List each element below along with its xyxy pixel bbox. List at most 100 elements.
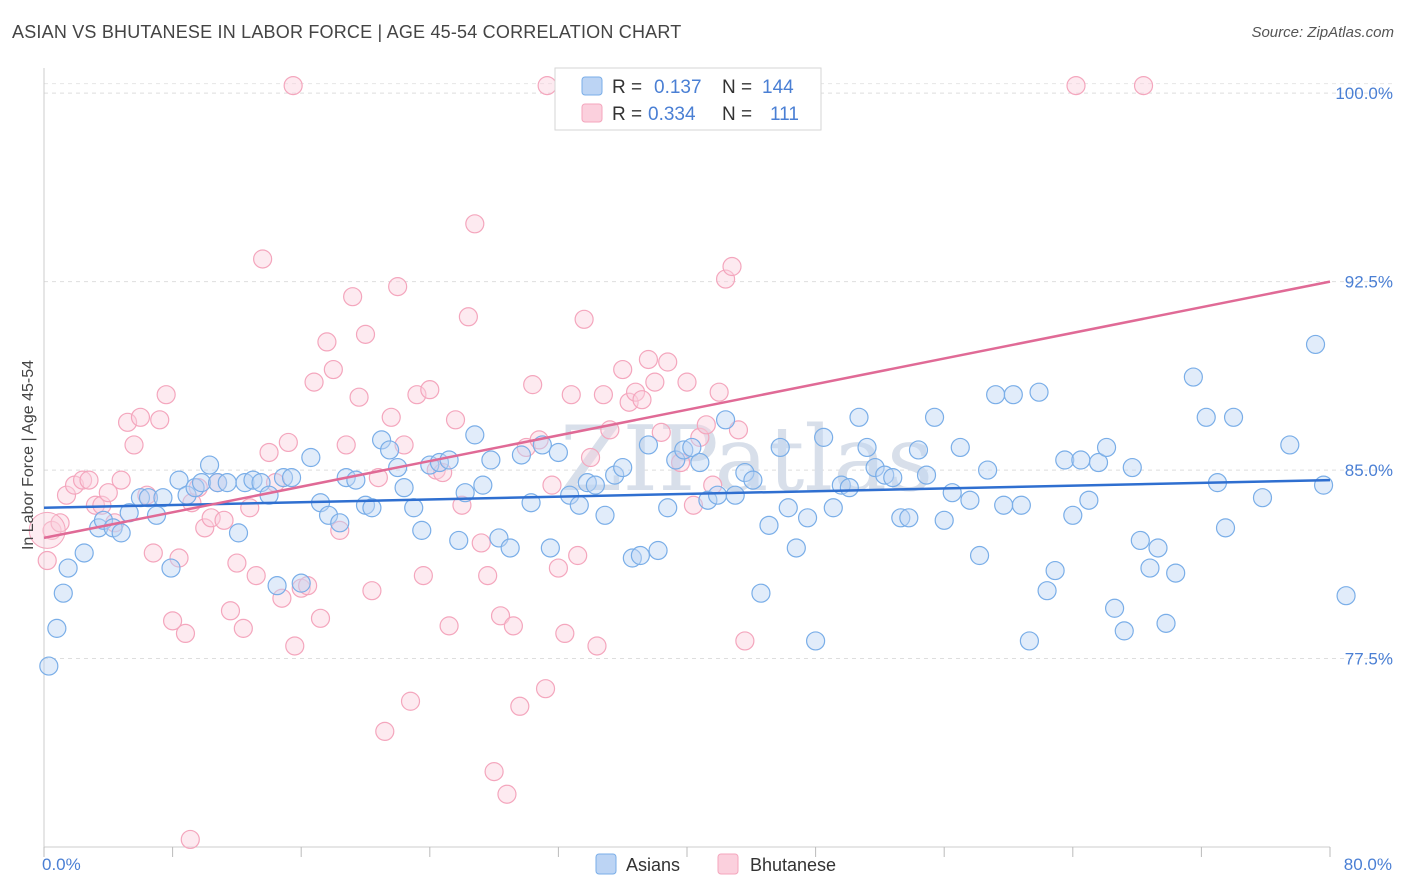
- asians-point: [1215, 518, 1236, 538]
- asians-point: [577, 473, 597, 493]
- asians-point: [74, 543, 94, 563]
- bhutanese-point: [143, 543, 163, 563]
- asians-point: [942, 483, 962, 503]
- asians-point: [715, 410, 736, 430]
- bhutanese-point: [613, 359, 633, 380]
- asians-point: [540, 538, 560, 558]
- bhutanese-point: [175, 623, 196, 644]
- bottom-legend-asians: Asians: [626, 855, 680, 875]
- bhutanese-point: [537, 75, 557, 96]
- asians-point: [1079, 490, 1099, 510]
- asians-point: [380, 440, 400, 460]
- x-tick-label-max: 80.0%: [1344, 855, 1392, 874]
- bhutanese-point: [272, 588, 292, 608]
- bhutanese-point: [651, 422, 671, 442]
- bhutanese-point: [1066, 75, 1086, 96]
- bhutanese-point: [150, 410, 170, 430]
- asians-point: [191, 473, 212, 493]
- asians-point: [613, 457, 633, 478]
- bhutanese-point: [542, 475, 562, 495]
- bhutanese-point: [490, 606, 511, 626]
- bhutanese-point: [625, 382, 646, 402]
- bhutanese-point: [587, 636, 607, 656]
- bhutanese-point: [304, 372, 324, 392]
- asians-point: [404, 498, 424, 518]
- bhutanese-point: [478, 566, 498, 586]
- asians-point: [883, 468, 903, 488]
- bhutanese-point: [240, 498, 260, 518]
- legend-n-value-bhutanese: 111: [770, 104, 799, 125]
- bhutanese-point: [336, 435, 356, 455]
- chart-source: Source: ZipAtlas.com: [1251, 24, 1394, 41]
- asians-point: [1003, 385, 1023, 405]
- bhutanese-point: [690, 427, 710, 447]
- legend-n-label-asians: N =: [722, 77, 752, 98]
- bhutanese-point: [124, 435, 144, 455]
- asians-point: [950, 437, 970, 458]
- asians-point: [605, 465, 625, 485]
- asians-point: [1140, 558, 1160, 578]
- asians-point: [1063, 505, 1083, 525]
- asians-point: [814, 427, 834, 447]
- bhutanese-point: [259, 442, 279, 463]
- bhutanese-point: [214, 510, 234, 530]
- asians-point: [394, 478, 414, 498]
- bhutanese-point: [323, 359, 343, 380]
- bhutanese-point: [658, 352, 678, 372]
- asians-point: [994, 495, 1014, 515]
- asians-point: [199, 455, 220, 475]
- asians-point: [759, 515, 779, 535]
- asians-point: [934, 510, 954, 530]
- bhutanese-point: [283, 75, 303, 96]
- asians-point: [899, 508, 919, 528]
- bhutanese-point: [220, 601, 241, 621]
- bhutanese-point: [111, 470, 131, 490]
- bhutanese-point: [117, 412, 138, 432]
- bhutanese-point: [375, 721, 395, 742]
- y-tick-label-1: 85.0%: [1345, 461, 1393, 480]
- bhutanese-point: [37, 550, 57, 571]
- bhutanese-point: [696, 415, 716, 435]
- bhutanese-point: [98, 483, 118, 503]
- asians-point: [786, 538, 806, 558]
- bhutanese-point: [580, 447, 601, 468]
- y-tick-label-2: 92.5%: [1345, 273, 1393, 292]
- bhutanese-point: [484, 762, 504, 782]
- asians-point: [1223, 407, 1244, 427]
- bhutanese-point: [709, 382, 729, 402]
- x-tick-label-min: 0.0%: [42, 855, 81, 874]
- asians-trend-line: [43, 478, 1331, 510]
- asians-point: [986, 385, 1006, 405]
- asians-point: [273, 468, 294, 488]
- bhutanese-point: [593, 385, 614, 405]
- asians-point: [53, 583, 73, 603]
- asians-point: [1122, 457, 1142, 478]
- legend-r-label-asians: R =: [612, 77, 642, 98]
- asians-point: [208, 473, 228, 493]
- bhutanese-point: [465, 214, 485, 234]
- asians-point: [875, 465, 895, 485]
- bhutanese-points: [28, 75, 1154, 850]
- bhutanese-point: [400, 691, 421, 711]
- asians-point: [1045, 560, 1065, 581]
- asians-point: [1055, 450, 1075, 470]
- bhutanese-point: [394, 435, 414, 455]
- asians-point: [805, 631, 826, 651]
- asians-point: [666, 450, 686, 470]
- asians-point: [1011, 495, 1031, 515]
- y-tick-label-0: 77.5%: [1345, 650, 1393, 669]
- asians-point: [707, 485, 728, 505]
- bhutanese-point: [169, 548, 189, 568]
- asians-point: [1183, 367, 1203, 387]
- asians-point: [969, 545, 990, 566]
- stats-legend: R = 0.137 N = 144 R = 0.334 N = 111: [554, 67, 822, 131]
- asians-point: [169, 470, 189, 490]
- legend-r-label-bhutanese: R =: [612, 104, 642, 125]
- bhutanese-point: [510, 696, 530, 716]
- legend-swatch-bhutanese: [581, 103, 603, 123]
- bhutanese-point: [535, 679, 556, 699]
- asians-point: [690, 452, 710, 473]
- asians-point: [500, 538, 520, 558]
- asians-point: [185, 478, 205, 498]
- asians-points: [39, 334, 1356, 676]
